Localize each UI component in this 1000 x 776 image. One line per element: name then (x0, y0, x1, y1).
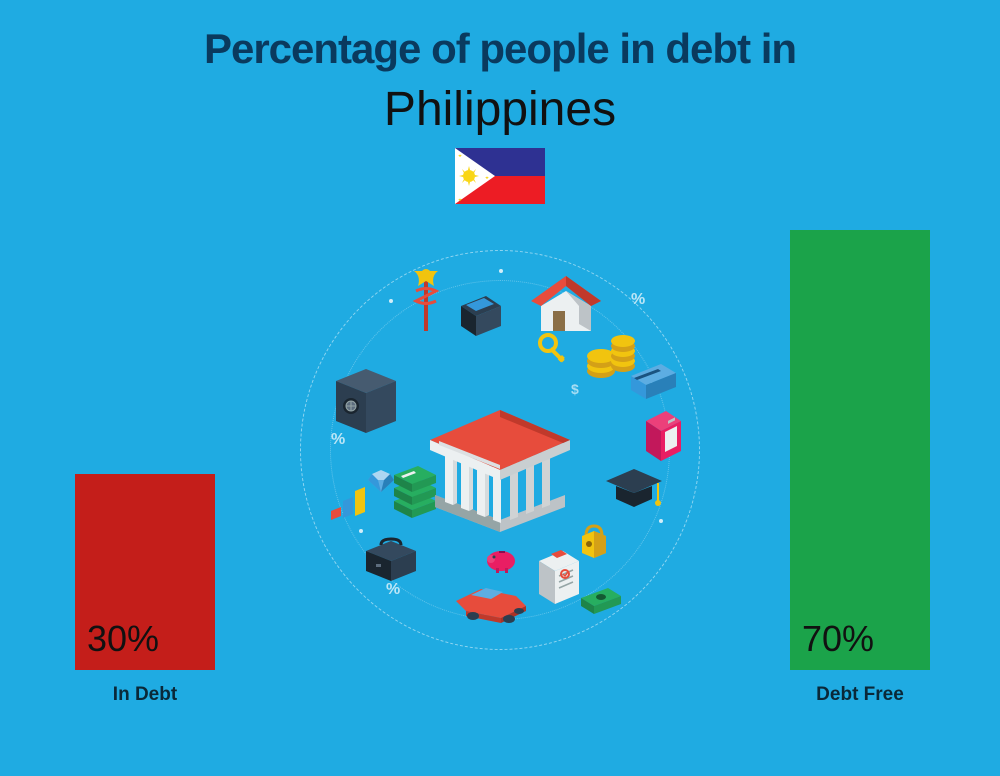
chart-icon (326, 476, 371, 521)
chart-area: 30% In Debt 70% Debt Free % % % $ $ (0, 230, 1000, 670)
graduation-cap-icon (596, 461, 671, 516)
safe-icon (331, 361, 401, 441)
calculator-icon (456, 291, 506, 341)
credit-card-icon (626, 361, 681, 406)
title-line1: Percentage of people in debt in (0, 25, 1000, 73)
phone-icon (641, 406, 686, 466)
bar-debt-free-value: 70% (802, 618, 874, 660)
bar-debt-free: 70% (790, 230, 930, 670)
illustration-circle: % % % $ $ (300, 250, 700, 650)
car-icon (441, 571, 541, 631)
piggy-bank-icon (481, 541, 521, 576)
philippines-flag (455, 148, 545, 204)
bar-debt-free-label: Debt Free (790, 684, 930, 706)
bar-in-debt-label: In Debt (75, 684, 215, 706)
bar-in-debt-value: 30% (87, 618, 159, 660)
briefcase-icon (356, 531, 426, 586)
bar-in-debt: 30% (75, 474, 215, 670)
title-line2: Philippines (0, 82, 1000, 137)
house-icon (521, 256, 611, 336)
caduceus-icon (406, 266, 446, 336)
bank-building-icon (415, 365, 585, 535)
dollar-bill-icon (576, 586, 626, 621)
